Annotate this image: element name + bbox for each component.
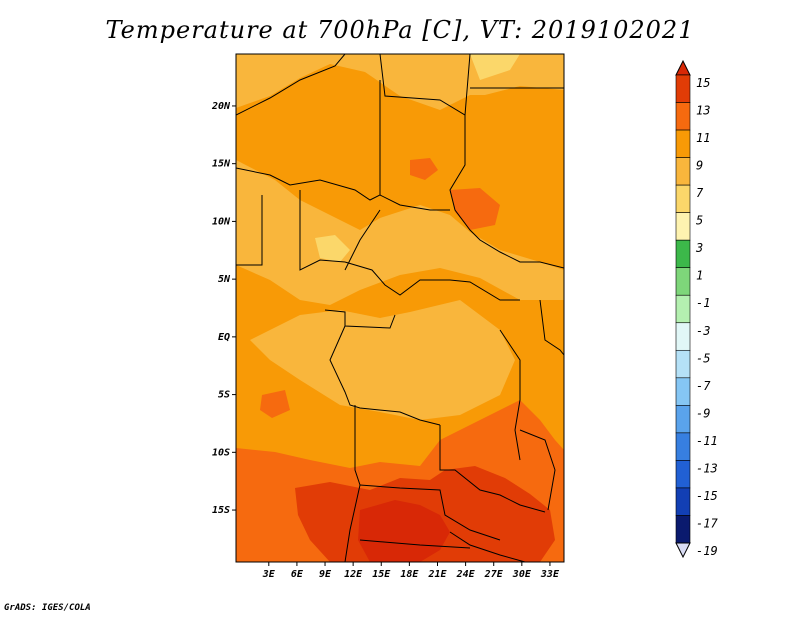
colorbar-bottom-arrow: [675, 542, 691, 559]
colorbar-label: 15: [696, 76, 710, 90]
colorbar-label: -7: [696, 379, 711, 393]
lat-tick-label: 15N: [212, 159, 231, 170]
colorbar-label: -3: [696, 324, 710, 338]
colorbar-segment: [675, 212, 691, 241]
colorbar-label: -5: [696, 351, 710, 365]
colorbar-segment: [675, 515, 691, 544]
lat-tick-label: 10S: [212, 447, 230, 458]
colorbar-label: 3: [695, 241, 703, 255]
lat-tick-label: 20N: [211, 101, 231, 112]
lat-tick-label: 10N: [212, 216, 231, 227]
colorbar-segment: [675, 460, 691, 489]
lon-tick-label: 24E: [456, 569, 476, 580]
colorbar: 15 13 11 9 7 5 3 1 -1 -3 -5 -7 -9 -11 -13 -15 -17 -19: [675, 59, 718, 559]
colorbar-top-arrow: [675, 59, 691, 76]
lon-tick-label: 18E: [400, 569, 419, 580]
temp-band-7-9-sahara: [236, 54, 470, 110]
lon-tick-label: 33E: [540, 569, 560, 580]
lon-tick-label: 27E: [484, 569, 504, 580]
colorbar-label: -9: [696, 406, 710, 420]
colorbar-label: -11: [696, 434, 718, 448]
colorbar-segment: [675, 349, 691, 379]
colorbar-label: -19: [696, 544, 718, 558]
colorbar-segment: [675, 487, 691, 516]
country-borders: [236, 54, 564, 562]
colorbar-label: 7: [696, 186, 704, 200]
colorbar-label: 13: [696, 104, 710, 118]
colorbar-label: 5: [696, 214, 703, 228]
colorbar-segment: [675, 432, 691, 461]
colorbar-segment: [675, 102, 691, 131]
temp-band-7-9-sahel: [236, 160, 564, 305]
map-axes: 20N 15N 10N 5N EQ 5S 10S 15S 3E 6E 9E 12E 15E 18E 21E 2…: [211, 101, 560, 580]
lon-tick-label: 15E: [372, 569, 391, 580]
colorbar-segment: [675, 157, 691, 186]
colorbar-segment: [675, 294, 691, 324]
temp-band-5-7-patch: [315, 235, 350, 262]
temp-band-7-9-central: [250, 300, 515, 420]
colorbar-label: -17: [696, 516, 718, 530]
colorbar-label: 1: [696, 269, 703, 283]
colorbar-segment: [675, 129, 691, 158]
lat-tick-label: 15S: [212, 505, 230, 516]
temp-band-5-7-patch-2: [470, 54, 520, 80]
lat-tick-label: 5N: [218, 274, 231, 285]
map-frame: [235, 53, 565, 563]
lon-tick-label: 9E: [319, 569, 332, 580]
colorbar-segment: [675, 239, 691, 269]
lat-tick-label: EQ: [218, 332, 230, 343]
credit-label: GrADS: IGES/COLA: [4, 603, 91, 613]
colorbar-label: 9: [696, 159, 703, 173]
lon-tick-label: 12E: [344, 569, 363, 580]
lon-tick-label: 21E: [427, 569, 447, 580]
colorbar-segment: [675, 405, 691, 434]
temp-band-11-13-patch-b: [260, 390, 290, 418]
temperature-field: [236, 54, 564, 562]
lon-tick-label: 6E: [291, 569, 304, 580]
temp-band-11-13-patch-a: [410, 158, 438, 180]
colorbar-segment: [675, 184, 691, 213]
colorbar-segment: [675, 377, 691, 406]
colorbar-segment: [675, 74, 691, 103]
colorbar-segment: [675, 267, 691, 296]
colorbar-label: -15: [696, 489, 718, 503]
colorbar-label: -1: [696, 296, 710, 310]
lat-tick-label: 5S: [218, 390, 230, 401]
temp-band-15-plus: [358, 500, 450, 562]
colorbar-label: -13: [696, 461, 718, 475]
map-title: Temperature at 700hPa [C], VT: 201910202…: [105, 16, 695, 44]
colorbar-segment: [675, 322, 691, 351]
colorbar-label: 11: [696, 131, 710, 145]
lon-tick-label: 30E: [512, 569, 532, 580]
lon-tick-label: 3E: [262, 569, 276, 580]
